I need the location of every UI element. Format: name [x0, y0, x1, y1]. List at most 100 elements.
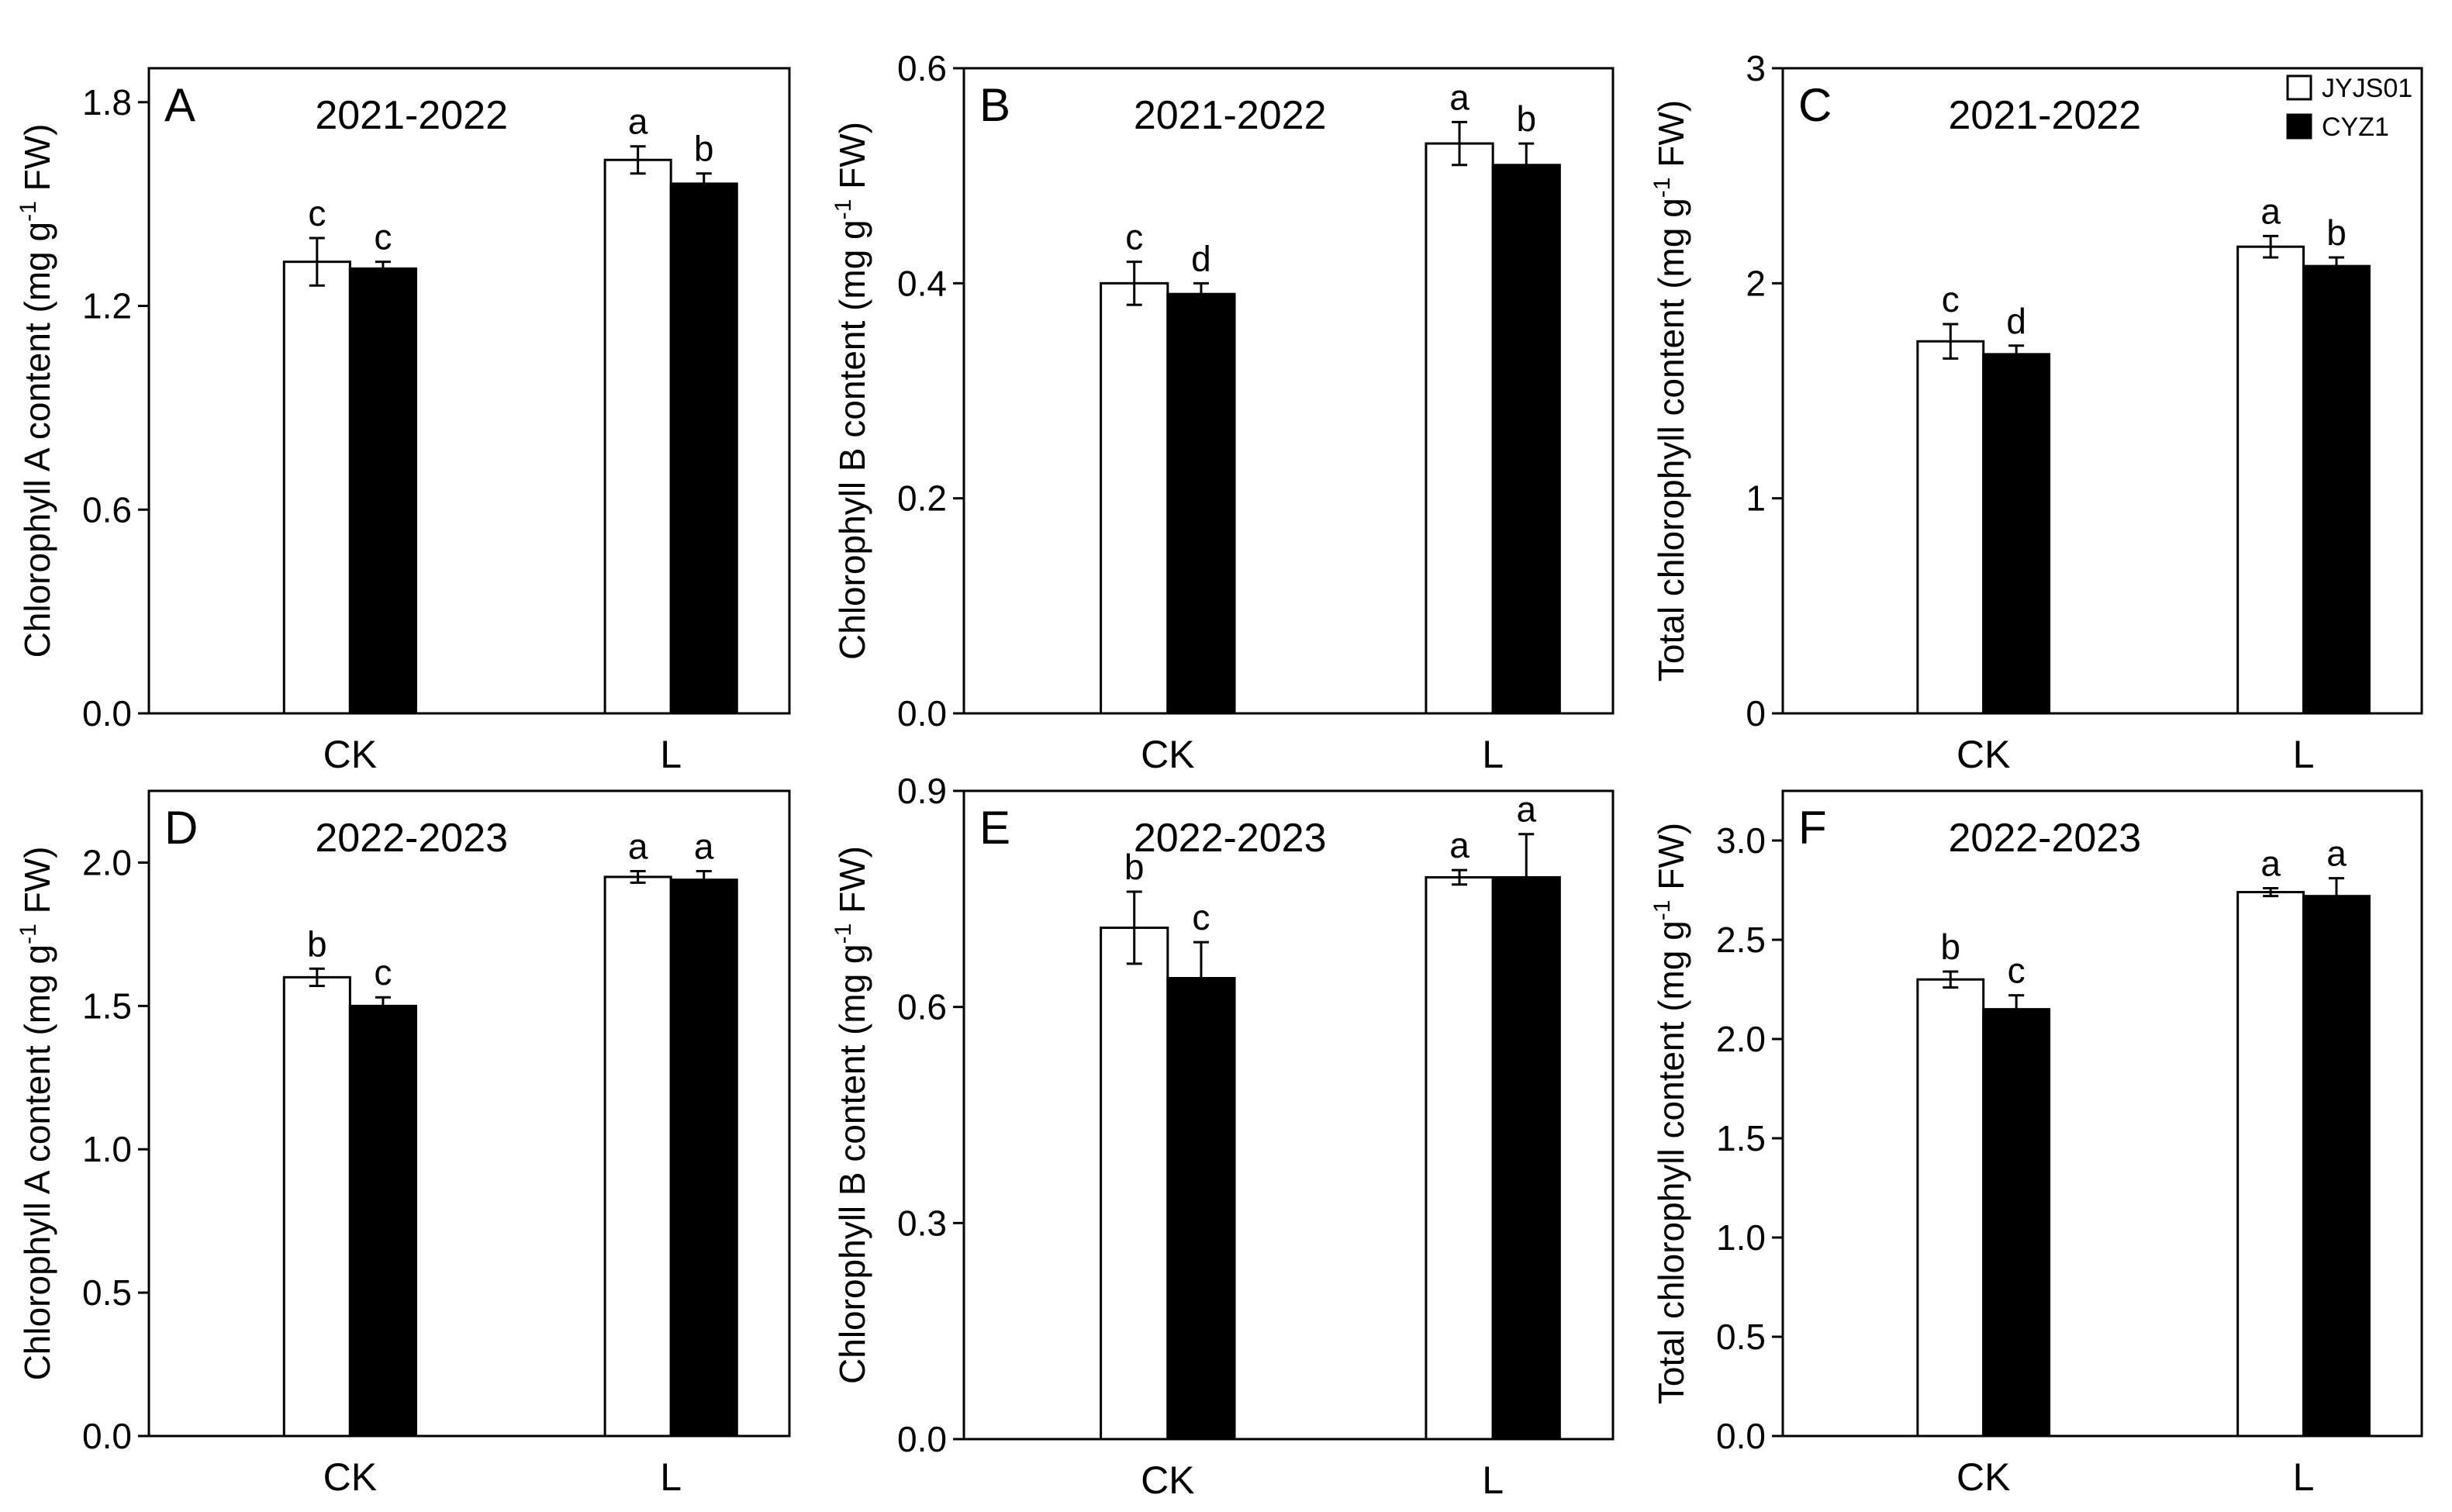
significance-letter: b [2326, 212, 2347, 253]
y-tick-label: 0.6 [897, 48, 947, 88]
bar-cyz1-ck [348, 1004, 417, 1438]
y-axis-label-main: Chlorophyll A content (mg g [17, 944, 57, 1381]
y-tick-label: 3 [1746, 48, 1766, 88]
y-axis-label-end: FW) [17, 124, 57, 202]
panel-title: 2021-2022 [1948, 93, 2141, 138]
y-axis-label: Chlorophyll B content (mg g-1 FW) [831, 122, 872, 660]
y-axis-label-end: FW) [832, 122, 872, 199]
error-bar [630, 870, 646, 884]
bar-cyz1-ck [1982, 353, 2051, 715]
y-axis-label-sup: -1 [16, 923, 41, 944]
plot-frame [1781, 67, 2423, 715]
y-tick-label: 0 [1746, 693, 1766, 734]
y-axis-label-end: FW) [17, 847, 57, 924]
error-bar [1452, 868, 1468, 886]
panel-letter: E [979, 802, 1010, 854]
x-category-label: CK [1956, 1455, 2010, 1499]
error-bar [309, 967, 325, 987]
y-tick-label: 0.5 [82, 1272, 132, 1313]
significance-letter: c [1192, 897, 1210, 937]
y-axis-label: Total chlorophyll content (mg g-1 FW) [1649, 823, 1691, 1404]
legend-swatch-cyz1 [2286, 113, 2312, 140]
error-bar [375, 261, 391, 277]
y-tick-label: 0.3 [897, 1203, 947, 1243]
significance-letter: a [2260, 191, 2281, 231]
error-bar [1126, 890, 1142, 965]
panel-title: 2021-2022 [1134, 93, 1327, 138]
x-category-label: L [660, 1455, 682, 1499]
significance-letter: a [628, 827, 648, 867]
error-bar [309, 236, 325, 287]
error-bar [1943, 323, 1959, 360]
significance-letter: a [694, 827, 714, 867]
y-axis-label-main: Chlorophyll B content (mg g [832, 944, 872, 1384]
y-tick-label: 1.5 [82, 986, 132, 1026]
y-axis-label-sup: -1 [1649, 900, 1675, 921]
panel-letter: A [164, 79, 195, 131]
significance-letter: a [2326, 834, 2347, 874]
error-bar [2328, 877, 2344, 916]
y-tick-label: 2.5 [1716, 920, 1766, 960]
y-axis-label-main: Chlorophyll B content (mg g [832, 219, 872, 660]
plot-frame [147, 789, 791, 1438]
chart-panel-f: 0.0 0.5 1.0 1.5 2.0 2.5 3.0 Total chlorophyll c… [1649, 789, 2423, 1499]
significance-letter: c [1942, 279, 1960, 319]
significance-letter: d [1191, 238, 1211, 278]
panel-title: 2022-2023 [1134, 816, 1327, 861]
error-bar [630, 145, 646, 175]
error-bar [696, 870, 712, 890]
bar-jyjs01-ck [1100, 926, 1169, 1441]
error-bar [2263, 886, 2279, 898]
x-category-label: CK [1956, 733, 2010, 776]
y-axis-label-end: FW) [832, 846, 872, 923]
x-category-label: L [1482, 1458, 1504, 1502]
y-axis-label-main: Total chlorophyll content (mg g [1651, 198, 1691, 682]
y-tick-label: 1.8 [82, 82, 132, 123]
bar-cyz1-l [2302, 264, 2371, 715]
y-tick-label: 2 [1746, 263, 1766, 303]
bar-jyjs01-ck [282, 261, 351, 715]
panel-title: 2021-2022 [315, 93, 508, 138]
y-tick-label: 2.0 [82, 842, 132, 882]
x-category-label: CK [1141, 1458, 1194, 1502]
y-tick-label: 0.6 [82, 489, 132, 530]
y-tick-label: 0.2 [897, 478, 947, 519]
chart-panel-d: 0.0 0.5 1.0 1.5 2.0 Chlorophyll A content (mg… [16, 789, 791, 1499]
panel-letter: B [979, 79, 1010, 131]
bar-cyz1-ck [1166, 977, 1236, 1441]
legend-swatch-jyjs01 [2286, 74, 2312, 101]
plot-frame [962, 789, 1615, 1441]
bar-cyz1-l [669, 879, 738, 1438]
bar-jyjs01-ck [282, 975, 351, 1438]
bar-jyjs01-l [1425, 875, 1494, 1441]
y-axis-label-main: Chlorophyll A content (mg g [17, 222, 57, 658]
y-tick-label: 1.0 [82, 1129, 132, 1169]
x-category-label: L [2293, 733, 2315, 776]
bar-jyjs01-l [2236, 245, 2305, 715]
bar-cyz1-l [669, 182, 738, 715]
plot-frame [147, 67, 791, 715]
x-category-label: L [1482, 733, 1504, 776]
chart-panel-c: 0 1 2 3 Total chlorophyll content (mg g-1 FW… [1649, 48, 2423, 776]
error-bar [1518, 142, 1535, 188]
error-bar [2263, 234, 2279, 259]
y-axis-label: Total chlorophyll content (mg g-1 FW) [1649, 100, 1691, 682]
y-axis-label-main: Total chlorophyll content (mg g [1651, 920, 1691, 1404]
y-tick-label: 0.0 [82, 693, 132, 734]
y-tick-label: 0.6 [897, 987, 947, 1027]
y-tick-label: 0.0 [1716, 1416, 1766, 1456]
error-bar [2328, 256, 2344, 276]
y-axis-label-end: FW) [1651, 100, 1691, 178]
y-tick-label: 1.5 [1716, 1118, 1766, 1158]
y-axis-label-sup: -1 [831, 923, 856, 944]
significance-letter: b [1941, 927, 1961, 967]
x-category-label: CK [323, 1455, 377, 1499]
y-tick-label: 2.0 [1716, 1019, 1766, 1059]
y-tick-label: 0.5 [1716, 1317, 1766, 1357]
bar-cyz1-ck [1166, 292, 1236, 715]
y-tick-label: 0.0 [897, 1419, 947, 1459]
y-axis-label: Chlorophyll A content (mg g-1 FW) [16, 124, 57, 658]
bar-cyz1-ck [1982, 1008, 2051, 1438]
chart-panel-e: 0.0 0.3 0.6 0.9 Chlorophyll B content (mg g-… [831, 771, 1615, 1502]
